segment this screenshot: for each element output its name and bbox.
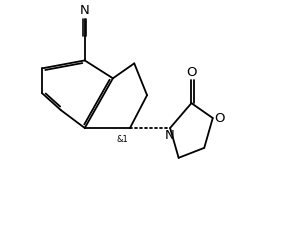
Text: N: N — [80, 4, 90, 17]
Text: &1: &1 — [116, 135, 128, 144]
Text: N: N — [165, 129, 175, 142]
Text: O: O — [214, 112, 224, 125]
Text: O: O — [186, 66, 197, 79]
